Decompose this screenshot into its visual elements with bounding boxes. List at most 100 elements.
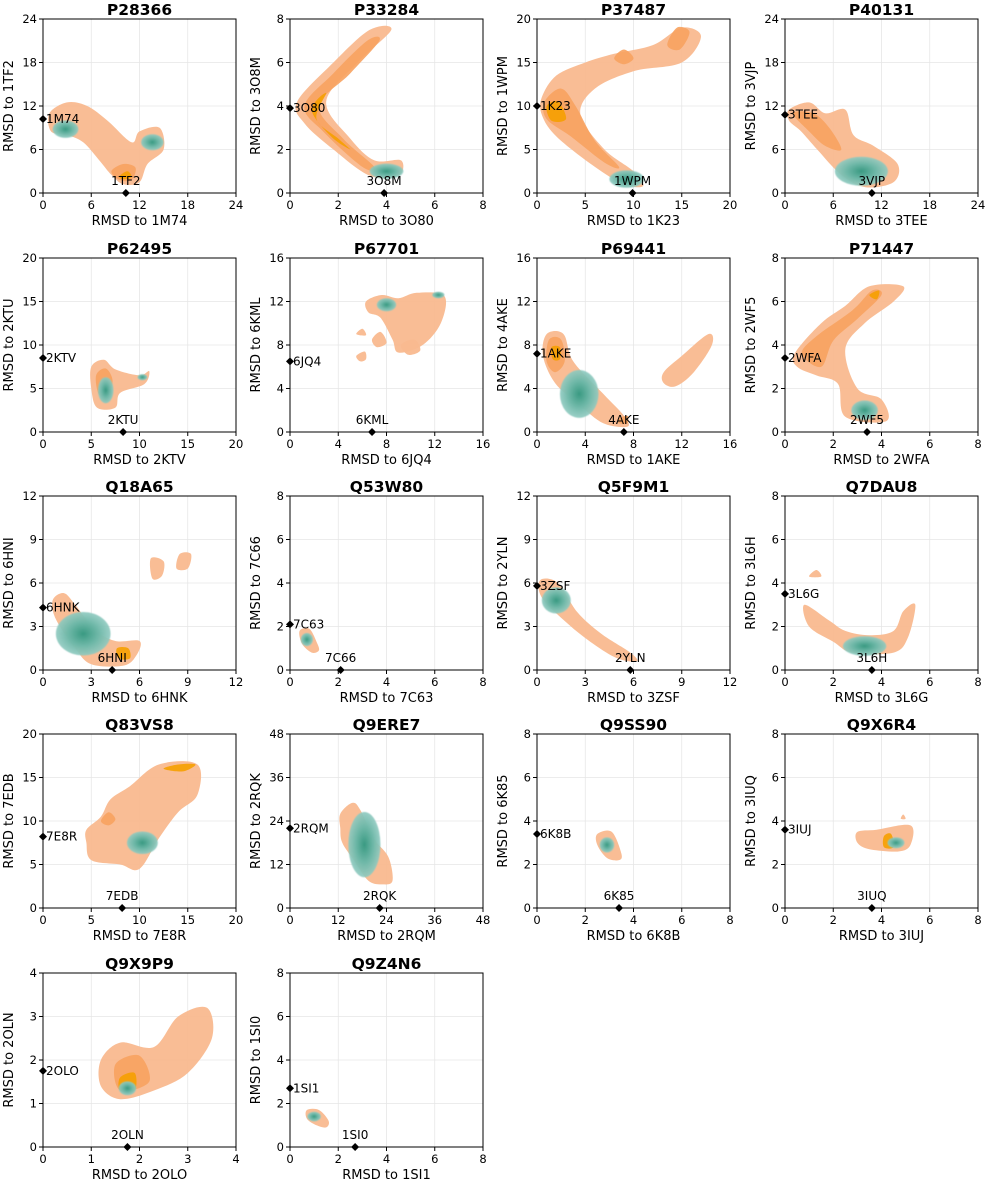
y-tick-label: 4 <box>277 99 284 113</box>
chart-panel-p71447: P71447 0 2 4 6 8 0 2 4 6 8 RMSD to 2WFA RMSD to 2WF5… <box>744 240 982 468</box>
x-tick-label: 10 <box>132 913 147 927</box>
cluster-region <box>55 612 111 656</box>
y-tick-label: 20 <box>516 12 531 26</box>
density-layer <box>540 26 701 188</box>
y-tick-label: 8 <box>277 338 284 352</box>
x-tick-label: 15 <box>180 437 195 451</box>
x-axis-label: RMSD to 3IUJ <box>839 929 924 944</box>
y-tick-label: 0 <box>772 663 779 677</box>
density-region-level-1 <box>540 27 701 188</box>
density-region-level-2 <box>100 812 116 826</box>
reference-marker-6jq4 <box>286 357 294 366</box>
density-layer <box>792 284 905 423</box>
density-layer <box>542 331 714 428</box>
chart-title: Q18A65 <box>105 478 173 496</box>
x-tick-label: 8 <box>726 913 733 927</box>
reference-label: 6JQ4 <box>293 354 321 368</box>
y-axis-label: RMSD to 4AKE <box>496 298 511 392</box>
reference-label: 7EDB <box>106 889 139 903</box>
x-tick-label: 8 <box>479 675 486 689</box>
density-region-level-2 <box>792 111 842 151</box>
y-tick-label: 18 <box>22 56 37 70</box>
x-axis-label: RMSD to 1M74 <box>92 214 188 229</box>
x-tick-label: 24 <box>379 913 394 927</box>
y-tick-label: 2 <box>524 858 531 872</box>
reference-marker-4ake <box>619 428 628 436</box>
cluster-region <box>52 120 79 138</box>
x-tick-label: 2 <box>136 1152 143 1166</box>
reference-label: 1WPM <box>614 174 651 188</box>
x-tick-label: 8 <box>383 437 390 451</box>
density-layer <box>595 830 622 861</box>
cluster-region <box>126 831 158 855</box>
x-tick-label: 0 <box>39 913 46 927</box>
x-tick-label: 15 <box>674 198 689 212</box>
x-tick-label: 4 <box>335 437 342 451</box>
x-tick-label: 24 <box>229 198 244 212</box>
x-tick-label: 2 <box>335 675 342 689</box>
reference-marker-3iuq <box>867 904 876 912</box>
x-tick-label: 3 <box>88 675 95 689</box>
x-tick-label: 6 <box>88 198 95 212</box>
density-layer <box>299 627 320 653</box>
y-tick-label: 48 <box>269 727 284 741</box>
reference-label: 3L6H <box>856 651 887 665</box>
y-tick-label: 0 <box>30 663 37 677</box>
x-tick-label: 48 <box>476 913 491 927</box>
x-tick-label: 0 <box>533 437 540 451</box>
y-tick-label: 0 <box>30 425 37 439</box>
density-layer <box>295 25 404 179</box>
x-axis-label: RMSD to 3TEE <box>835 214 927 229</box>
y-tick-label: 8 <box>277 966 284 980</box>
x-tick-label: 0 <box>286 675 293 689</box>
x-tick-label: 6 <box>431 675 438 689</box>
x-tick-label: 16 <box>723 437 738 451</box>
density-region-level-1 <box>900 814 906 820</box>
reference-marker-6k8b <box>533 830 541 839</box>
chart-panel-q9ss90: Q9SS90 0 2 4 6 8 0 2 4 6 8 RMSD to 6K8B RMSD to 6K85… <box>496 716 734 944</box>
y-tick-label: 4 <box>772 814 779 828</box>
y-axis-label: RMSD to 6K85 <box>496 774 511 867</box>
chart-title: Q9X9P9 <box>105 955 174 973</box>
chart-title: P71447 <box>849 240 914 258</box>
y-tick-label: 0 <box>277 425 284 439</box>
y-axis-label: RMSD to 2YLN <box>496 536 511 629</box>
density-layer <box>538 578 638 662</box>
x-axis-label: RMSD to 7E8R <box>93 929 187 944</box>
y-tick-label: 6 <box>524 771 531 785</box>
cluster-region <box>307 1111 321 1122</box>
reference-marker-3iuj <box>781 825 789 834</box>
x-tick-label: 12 <box>331 913 346 927</box>
y-tick-label: 0 <box>30 1140 37 1154</box>
x-tick-label: 0 <box>286 913 293 927</box>
y-tick-label: 3 <box>30 620 37 634</box>
x-axis-label: RMSD to 7C63 <box>340 691 434 706</box>
x-tick-label: 12 <box>229 675 244 689</box>
chart-title: Q9SS90 <box>600 716 667 734</box>
cluster-region <box>137 374 148 381</box>
y-axis-label: RMSD to 7C66 <box>249 536 264 630</box>
chart-panel-q83vs8: Q83VS8 0 5 10 15 20 0 5 10 15 20 RMSD to 7E8R RMSD t… <box>2 716 243 944</box>
x-tick-label: 8 <box>974 913 981 927</box>
cluster-region <box>887 837 905 849</box>
density-region-level-3 <box>546 100 567 123</box>
chart-title: Q9Z4N6 <box>352 955 422 973</box>
x-axis-label: RMSD to 2KTV <box>93 453 186 468</box>
reference-marker-1ake <box>533 349 541 358</box>
y-tick-label: 12 <box>764 99 779 113</box>
reference-label: 1SI0 <box>342 1128 368 1142</box>
x-tick-label: 0 <box>39 1152 46 1166</box>
x-tick-label: 2 <box>335 1152 342 1166</box>
chart-panel-p37487: P37487 0 5 10 15 20 0 5 10 15 20 RMSD to 1K23 RMSD t… <box>496 1 737 229</box>
x-tick-label: 4 <box>630 913 637 927</box>
reference-label: 1K23 <box>540 99 571 113</box>
cluster-region <box>609 170 645 188</box>
x-tick-label: 4 <box>383 1152 390 1166</box>
chart-title: P62495 <box>107 240 172 258</box>
density-region-level-3 <box>163 763 196 772</box>
density-layer <box>98 1006 214 1100</box>
y-tick-label: 0 <box>524 663 531 677</box>
x-tick-label: 24 <box>971 198 986 212</box>
reference-marker-2oln <box>123 1143 132 1151</box>
x-tick-label: 2 <box>830 913 837 927</box>
